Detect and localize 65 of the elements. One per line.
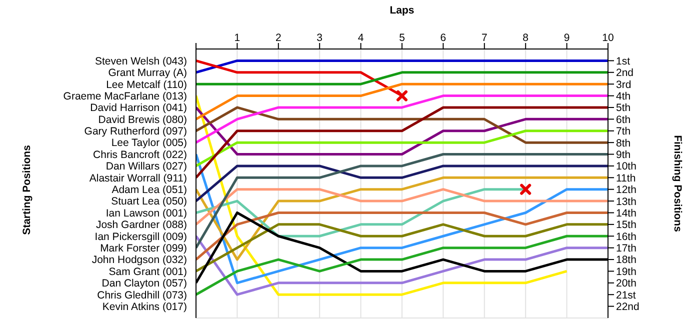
y-tick-label: 21st — [616, 289, 636, 302]
series-label: Graeme MacFarlane (013) — [63, 90, 187, 102]
series-label: Gary Rutherford (097) — [84, 126, 187, 138]
series-label: John Hodgson (032) — [92, 254, 187, 266]
series-label: Ian Pickersgill (009) — [94, 230, 187, 243]
series-label: Mark Forster (099) — [100, 242, 187, 254]
x-tick-label: 5 — [399, 32, 406, 44]
x-tick-label: 9 — [564, 32, 570, 44]
series-label: Chris Gledhill (073) — [97, 289, 187, 302]
y-tick-label: 4th — [616, 90, 631, 103]
y-tick-label: 20th — [616, 278, 637, 290]
y-axis-title: Finishing Positions — [671, 135, 684, 232]
x-tick-label: 2 — [275, 32, 282, 44]
y-tick-label: 7th — [616, 126, 631, 138]
x-tick-label: 3 — [316, 32, 323, 44]
series-label: Sam Grant (001) — [108, 266, 187, 278]
x-tick-label: 6 — [440, 32, 446, 44]
series-label: Ian Lawson (001) — [106, 207, 187, 220]
y-tick-label: 3rd — [616, 78, 632, 91]
y-tick-label: 10th — [616, 160, 637, 173]
line-series — [196, 176, 608, 261]
series-label: Steven Welsh (043) — [94, 55, 187, 68]
line-series — [196, 106, 608, 156]
x-axis-title: Laps — [390, 4, 414, 16]
x-tick-label: 4 — [358, 32, 364, 44]
series-label: Stuart Lea (050) — [111, 196, 187, 208]
series-label: Josh Gardner (088) — [96, 219, 187, 232]
y-tick-label: 11th — [616, 172, 636, 184]
y-tick-label: 2nd — [616, 67, 634, 80]
x-tick-label: 1 — [234, 32, 240, 44]
x-tick-label: 7 — [481, 32, 488, 44]
y-tick-label: 17th — [616, 242, 637, 255]
series-label: Adam Lea (051) — [112, 184, 187, 196]
y-tick-label: 12th — [616, 184, 637, 196]
line-series — [196, 94, 608, 144]
line-series — [196, 223, 608, 272]
x-tick-label: 8 — [522, 32, 529, 44]
y-tick-label: 15th — [616, 219, 637, 232]
line-series — [196, 153, 608, 250]
series-label: Lee Taylor (005) — [111, 137, 187, 150]
y-tick-label: 16th — [616, 230, 637, 243]
y-tick-label: 22nd — [616, 301, 640, 314]
series-label: Grant Murray (A) — [108, 67, 187, 80]
y-tick-label: 6th — [616, 114, 631, 126]
line-series — [196, 234, 608, 296]
line-series — [196, 94, 568, 296]
series-label: Dan Willars (027) — [106, 160, 187, 173]
y-tick-label: 1st — [616, 55, 630, 68]
y-tick-label: 19th — [616, 266, 637, 278]
y-tick-label: 8th — [616, 137, 631, 150]
text: Kevin Atkins (017) — [102, 300, 187, 313]
series-label: Alastair Worrall (911) — [89, 172, 187, 184]
y-tick-label: 13th — [616, 196, 637, 208]
series-label: David Brewis (080) — [98, 114, 187, 126]
y-tick-label: 18th — [616, 254, 637, 266]
line-series — [196, 106, 608, 144]
y-tick-label: 9th — [616, 148, 631, 161]
x-tick-label: 10 — [602, 32, 614, 44]
series-label: Lee Metcalf (110) — [106, 78, 187, 91]
text: Starting Positions — [21, 144, 33, 235]
series-label: Dan Clayton (057) — [102, 278, 187, 290]
y-tick-label: 5th — [616, 102, 631, 114]
y-tick-label: 14th — [616, 207, 637, 220]
series-label: David Harrison (041) — [90, 102, 187, 114]
series-label: Chris Bancroft (022) — [93, 148, 187, 161]
